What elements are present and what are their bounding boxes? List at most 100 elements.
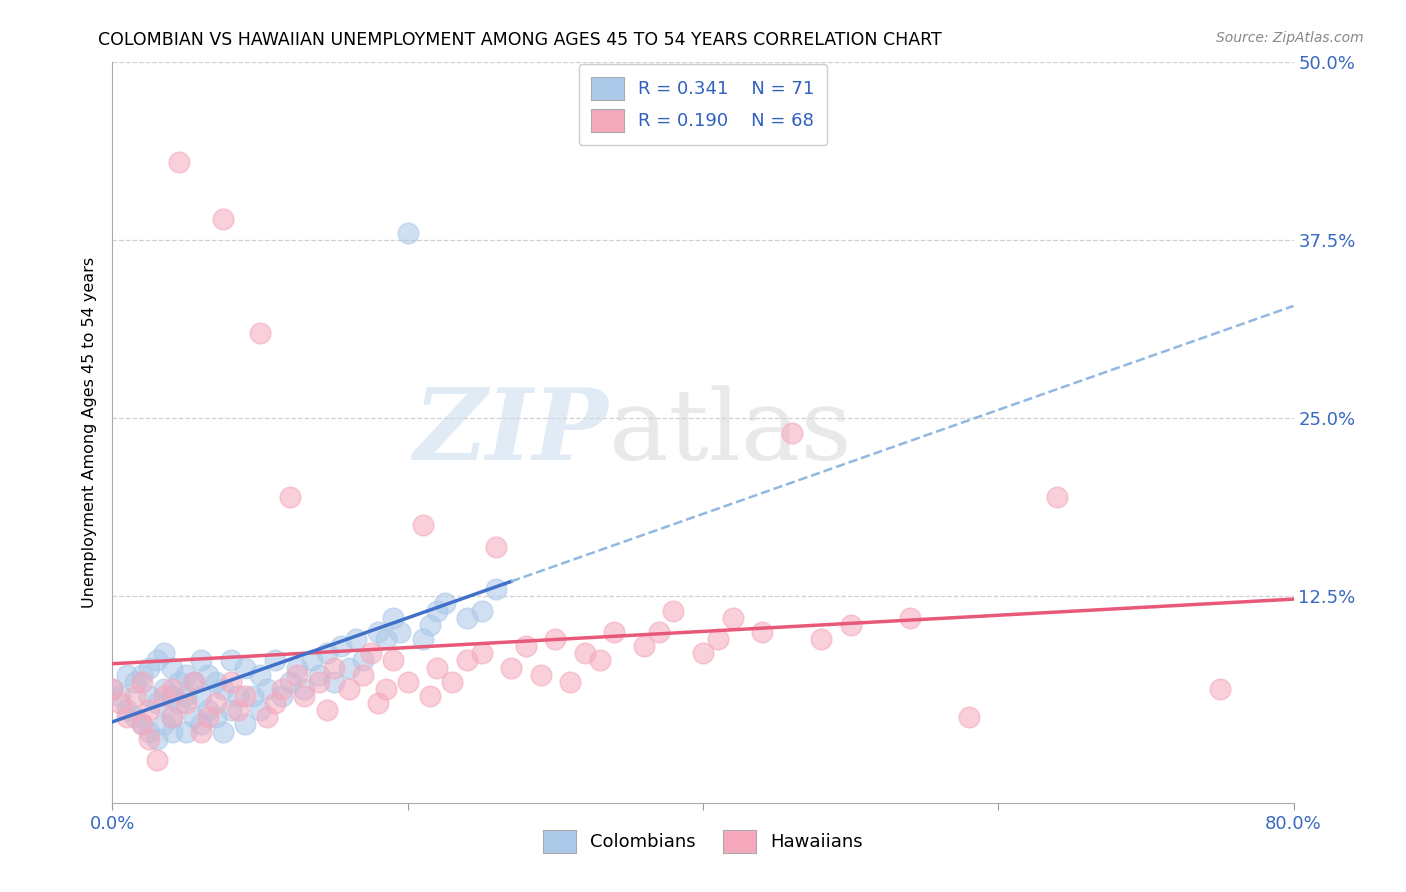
Point (647, 624, 671, 639)
Point (558, 674, 582, 689)
Y-axis label: Unemployment Among Ages 45 to 54 years: Unemployment Among Ages 45 to 54 years (82, 257, 97, 608)
Point (352, 667, 374, 681)
Point (344, 632, 367, 646)
Point (264, 653, 287, 667)
Point (292, 689, 315, 703)
Point (419, 689, 441, 703)
Point (205, 674, 228, 689)
Point (360, 646, 382, 660)
Text: Source: ZipAtlas.com: Source: ZipAtlas.com (1216, 31, 1364, 45)
Point (456, 653, 478, 667)
Text: atlas: atlas (609, 384, 851, 481)
Point (190, 689, 212, 703)
Point (470, 646, 494, 660)
Point (219, 674, 242, 689)
Point (219, 653, 242, 667)
Point (382, 653, 405, 667)
Point (485, 582, 508, 597)
Point (146, 653, 169, 667)
Point (233, 717, 256, 731)
Point (124, 689, 146, 703)
Point (212, 681, 235, 696)
Point (205, 696, 228, 710)
Point (124, 710, 146, 724)
Point (1208, 681, 1232, 696)
Text: COLOMBIAN VS HAWAIIAN UNEMPLOYMENT AMONG AGES 45 TO 54 YEARS CORRELATION CHART: COLOMBIAN VS HAWAIIAN UNEMPLOYMENT AMONG… (98, 31, 942, 49)
Point (810, 632, 832, 646)
Point (957, 710, 980, 724)
Point (160, 689, 183, 703)
Point (374, 681, 396, 696)
Point (588, 653, 610, 667)
Point (138, 731, 160, 746)
Point (529, 667, 551, 681)
Point (131, 717, 153, 731)
Point (323, 660, 346, 674)
Point (456, 611, 478, 625)
Point (197, 710, 219, 724)
Point (167, 696, 190, 710)
Point (419, 617, 441, 632)
Point (117, 703, 138, 717)
Point (242, 689, 264, 703)
Point (146, 753, 169, 767)
Point (174, 724, 197, 739)
Point (285, 660, 308, 674)
Point (190, 653, 212, 667)
Point (233, 689, 256, 703)
Point (190, 717, 212, 731)
Point (374, 632, 396, 646)
Point (337, 660, 360, 674)
Point (219, 703, 242, 717)
Point (706, 632, 728, 646)
Legend: Colombians, Hawaiians: Colombians, Hawaiians (536, 822, 870, 861)
Point (233, 660, 256, 674)
Point (271, 689, 294, 703)
Point (167, 155, 190, 169)
Point (117, 710, 138, 724)
Point (396, 227, 419, 241)
Point (278, 674, 301, 689)
Point (183, 710, 205, 724)
Point (470, 604, 494, 618)
Point (138, 724, 160, 739)
Point (633, 639, 655, 653)
Point (433, 597, 456, 611)
Text: ZIP: ZIP (413, 384, 609, 481)
Point (138, 660, 160, 674)
Point (131, 717, 153, 731)
Point (501, 660, 523, 674)
Point (330, 639, 353, 653)
Point (138, 689, 160, 703)
Point (197, 667, 219, 681)
Point (574, 646, 596, 660)
Point (174, 667, 197, 681)
Point (898, 611, 921, 625)
Point (160, 724, 183, 739)
Point (662, 604, 685, 618)
Point (249, 326, 271, 340)
Point (249, 667, 271, 681)
Point (226, 689, 249, 703)
Point (212, 724, 235, 739)
Point (101, 681, 124, 696)
Point (780, 425, 803, 440)
Point (485, 540, 508, 554)
Point (146, 731, 169, 746)
Point (515, 639, 537, 653)
Point (160, 660, 183, 674)
Point (367, 624, 389, 639)
Point (751, 624, 773, 639)
Point (249, 703, 271, 717)
Point (337, 681, 360, 696)
Point (285, 667, 308, 681)
Point (183, 674, 205, 689)
Point (396, 674, 419, 689)
Point (264, 696, 287, 710)
Point (315, 703, 337, 717)
Point (271, 681, 294, 696)
Point (190, 724, 212, 739)
Point (389, 624, 412, 639)
Point (301, 653, 323, 667)
Point (108, 696, 131, 710)
